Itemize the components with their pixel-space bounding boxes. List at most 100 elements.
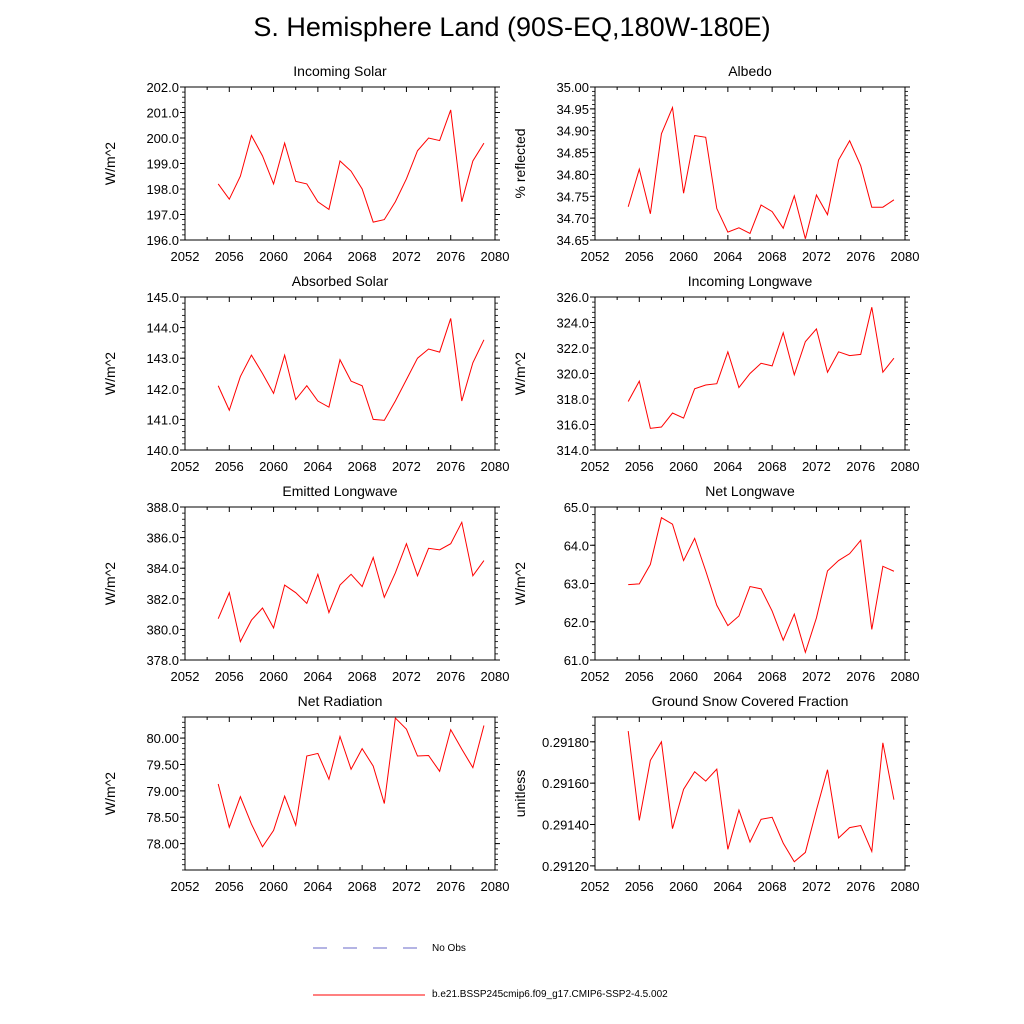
x-tick-label: 2056 <box>625 459 654 474</box>
x-tick-label: 2068 <box>348 249 377 264</box>
x-tick-label: 2060 <box>259 459 288 474</box>
y-tick-label: 320.0 <box>556 367 589 382</box>
x-tick-label: 2056 <box>625 879 654 894</box>
x-tick-label: 2064 <box>713 249 742 264</box>
y-tick-label: 34.85 <box>556 146 589 161</box>
y-tick-label: 197.0 <box>146 208 179 223</box>
x-tick-label: 2068 <box>348 879 377 894</box>
y-tick-label: 202.0 <box>146 80 179 95</box>
y-tick-label: 0.29140 <box>542 818 589 833</box>
x-tick-label: 2064 <box>713 669 742 684</box>
x-tick-label: 2060 <box>259 249 288 264</box>
x-tick-label: 2080 <box>481 669 510 684</box>
x-tick-label: 2052 <box>171 459 200 474</box>
plot-frame <box>184 716 496 871</box>
panel-net-longwave: 2052 2056 2060 2064 2068 2072 2076 2080 61.0 62.0… <box>512 483 919 684</box>
series-line-absorbed-solar <box>217 318 485 421</box>
x-tick-label: 2080 <box>891 669 920 684</box>
plot-frame <box>594 506 906 661</box>
panel-title: Net Longwave <box>705 483 795 499</box>
x-tick-label: 2064 <box>713 879 742 894</box>
panel-net-radiation: 2052 2056 2060 2064 2068 2072 2076 2080 78.00 78.… <box>102 693 509 894</box>
x-tick-label: 2060 <box>669 249 698 264</box>
x-tick-label: 2080 <box>891 249 920 264</box>
plot-frame <box>184 86 496 241</box>
x-tick-label: 2068 <box>758 249 787 264</box>
y-axis-label: W/m^2 <box>512 352 528 395</box>
x-tick-label: 2072 <box>802 669 831 684</box>
panel-incoming-solar: 2052 2056 2060 2064 2068 2072 2076 2080 196.0 197… <box>102 63 509 264</box>
y-tick-label: 64.0 <box>564 538 589 553</box>
x-tick-label: 2064 <box>303 249 332 264</box>
y-tick-label: 196.0 <box>146 233 179 248</box>
x-tick-label: 2072 <box>392 669 421 684</box>
x-tick-label: 2080 <box>481 459 510 474</box>
y-axis-label: W/m^2 <box>102 772 118 815</box>
x-tick-label: 2072 <box>392 879 421 894</box>
panel-title: Absorbed Solar <box>292 273 389 289</box>
y-tick-label: 198.0 <box>146 182 179 197</box>
panel-albedo: 2052 2056 2060 2064 2068 2072 2076 2080 34.65 34.… <box>512 63 919 264</box>
plot-frame <box>594 86 906 241</box>
x-tick-label: 2068 <box>348 669 377 684</box>
y-tick-label: 34.95 <box>556 102 589 117</box>
y-tick-label: 78.50 <box>146 810 179 825</box>
y-tick-label: 34.90 <box>556 124 589 139</box>
x-tick-label: 2076 <box>846 669 875 684</box>
x-tick-label: 2072 <box>802 879 831 894</box>
x-tick-label: 2060 <box>669 669 698 684</box>
plot-frame <box>184 296 496 451</box>
x-tick-label: 2060 <box>259 879 288 894</box>
panel-incoming-longwave: 2052 2056 2060 2064 2068 2072 2076 2080 314.0 316… <box>512 273 919 474</box>
x-tick-label: 2052 <box>171 249 200 264</box>
x-tick-label: 2060 <box>669 459 698 474</box>
x-tick-label: 2072 <box>392 249 421 264</box>
x-tick-label: 2056 <box>215 669 244 684</box>
y-tick-label: 63.0 <box>564 577 589 592</box>
x-tick-label: 2068 <box>348 459 377 474</box>
x-tick-label: 2052 <box>171 879 200 894</box>
x-tick-label: 2056 <box>215 459 244 474</box>
x-tick-label: 2060 <box>259 669 288 684</box>
x-tick-label: 2072 <box>392 459 421 474</box>
x-tick-label: 2052 <box>581 249 610 264</box>
y-tick-label: 200.0 <box>146 131 179 146</box>
x-tick-label: 2064 <box>303 669 332 684</box>
x-tick-label: 2080 <box>891 459 920 474</box>
y-tick-label: 34.75 <box>556 189 589 204</box>
y-tick-label: 318.0 <box>556 392 589 407</box>
x-tick-label: 2064 <box>713 459 742 474</box>
series-line-albedo <box>627 105 895 239</box>
x-tick-label: 2068 <box>758 669 787 684</box>
y-tick-label: 0.29160 <box>542 776 589 791</box>
panel-emitted-longwave: 2052 2056 2060 2064 2068 2072 2076 2080 378.0 380… <box>102 483 509 684</box>
series-line-incoming-solar <box>217 109 485 223</box>
y-tick-label: 199.0 <box>146 157 179 172</box>
x-tick-label: 2076 <box>436 669 465 684</box>
x-tick-label: 2056 <box>215 249 244 264</box>
panel-absorbed-solar: 2052 2056 2060 2064 2068 2072 2076 2080 140.0 141… <box>102 273 509 474</box>
x-tick-label: 2076 <box>436 879 465 894</box>
plot-frame <box>184 506 496 661</box>
y-axis-label: W/m^2 <box>102 562 118 605</box>
panel-ground-snow-covered-fraction: 2052 2056 2060 2064 2068 2072 2076 2080 0.29120 0… <box>512 693 919 894</box>
figure-title: S. Hemisphere Land (90S-EQ,180W-180E) <box>253 12 771 42</box>
y-tick-label: 378.0 <box>146 653 179 668</box>
series-line-net-radiation <box>217 716 485 848</box>
y-axis-label: W/m^2 <box>102 142 118 185</box>
y-tick-label: 326.0 <box>556 290 589 305</box>
y-tick-label: 140.0 <box>146 443 179 458</box>
x-tick-label: 2072 <box>802 249 831 264</box>
y-tick-label: 201.0 <box>146 106 179 121</box>
x-tick-label: 2080 <box>481 249 510 264</box>
y-tick-label: 386.0 <box>146 531 179 546</box>
y-tick-label: 34.65 <box>556 233 589 248</box>
y-tick-label: 384.0 <box>146 561 179 576</box>
panel-title: Incoming Longwave <box>688 273 813 289</box>
series-line-ground-snow-covered-fraction <box>627 730 895 863</box>
x-tick-label: 2052 <box>171 669 200 684</box>
y-axis-label: % reflected <box>512 128 528 198</box>
y-tick-label: 316.0 <box>556 418 589 433</box>
y-tick-label: 80.00 <box>146 731 179 746</box>
y-tick-label: 144.0 <box>146 321 179 336</box>
